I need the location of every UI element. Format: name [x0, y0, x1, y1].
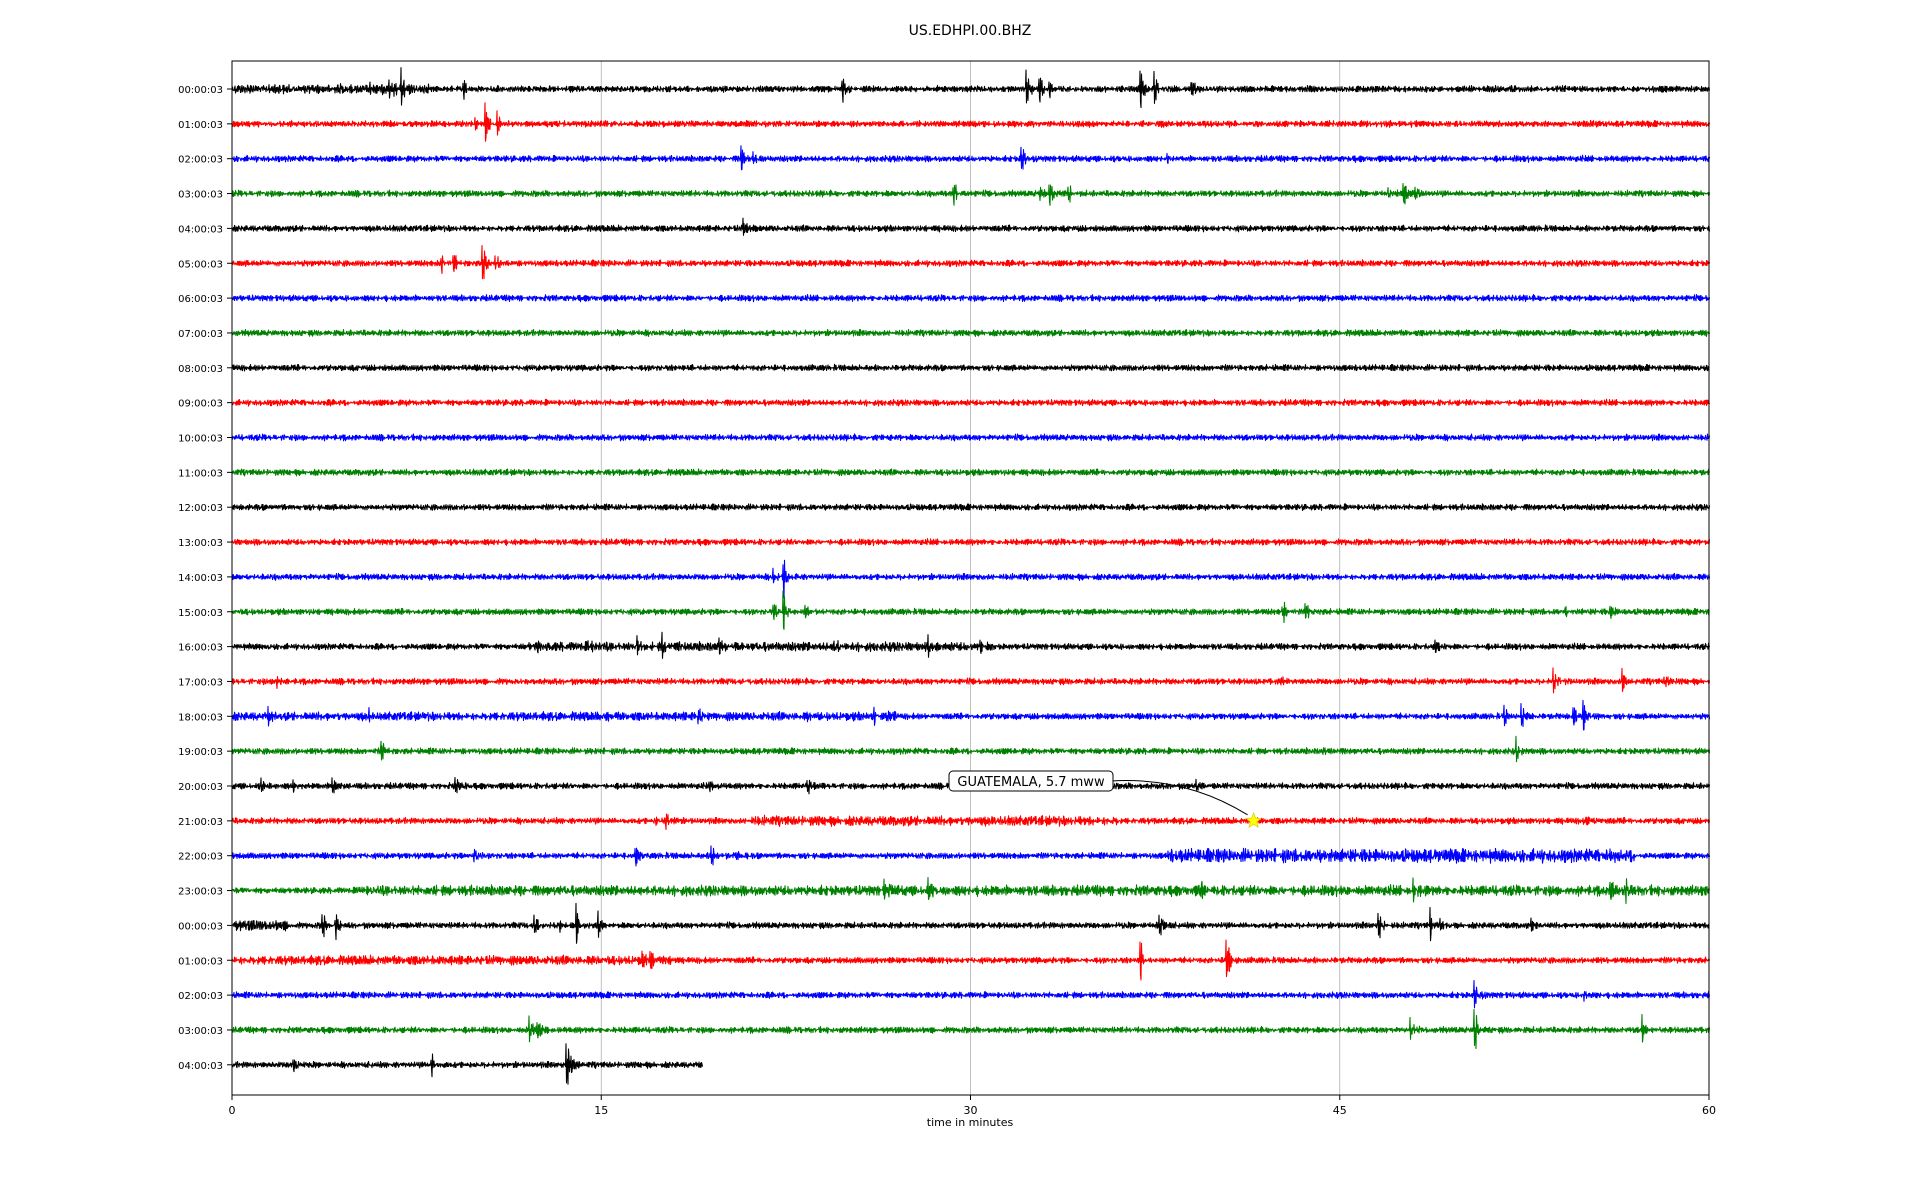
row-time-label: 02:00:03 — [178, 155, 223, 166]
x-tick-label: 0 — [229, 1104, 236, 1117]
row-time-label: 04:00:03 — [178, 224, 223, 235]
row-time-label: 23:00:03 — [178, 887, 223, 898]
trace-row-10 — [231, 433, 1711, 442]
x-axis-label: time in minutes — [927, 1116, 1014, 1129]
trace-row-3 — [231, 183, 1711, 206]
annotation-text: GUATEMALA, 5.7 mww — [957, 775, 1105, 790]
row-time-label: 04:00:03 — [178, 1061, 223, 1072]
trace-row-24 — [231, 902, 1710, 944]
row-time-label: 01:00:03 — [178, 956, 223, 967]
trace-row-28 — [231, 1043, 704, 1085]
trace-row-14 — [231, 559, 1711, 599]
row-time-label: 07:00:03 — [178, 329, 223, 340]
annotation-connector — [1110, 780, 1248, 816]
trace-row-12 — [231, 503, 1711, 512]
row-time-label: 20:00:03 — [178, 782, 223, 793]
chart-title: US.EDHPI.00.BHZ — [909, 23, 1032, 39]
row-time-label: 13:00:03 — [178, 538, 223, 549]
x-axis-ticks: 0 15 30 45 60 — [229, 1095, 1716, 1117]
trace-row-11 — [231, 468, 1711, 477]
trace-row-27 — [231, 1009, 1711, 1050]
row-time-label: 15:00:03 — [178, 608, 223, 619]
trace-row-6 — [231, 293, 1711, 303]
trace-row-9 — [231, 398, 1711, 407]
row-time-label: 03:00:03 — [178, 1026, 223, 1037]
row-time-label: 18:00:03 — [178, 712, 223, 723]
trace-row-19 — [231, 735, 1711, 763]
event-star-icon — [1245, 812, 1263, 828]
annotation-box — [948, 770, 1114, 792]
x-tick-label: 30 — [964, 1104, 978, 1117]
x-tick-label: 60 — [1702, 1104, 1716, 1117]
trace-row-0 — [231, 67, 1711, 109]
row-time-label: 01:00:03 — [178, 120, 223, 131]
row-time-label: 06:00:03 — [178, 294, 223, 305]
row-time-label: 14:00:03 — [178, 573, 223, 584]
row-time-label: 22:00:03 — [178, 852, 223, 863]
trace-row-26 — [231, 980, 1711, 1009]
trace-row-17 — [231, 667, 1711, 694]
row-time-label: 19:00:03 — [178, 747, 223, 758]
row-time-label: 08:00:03 — [178, 364, 223, 375]
row-time-label: 10:00:03 — [178, 434, 223, 445]
row-time-labels: 00:00:03 01:00:03 02:00:03 03:00:03 04:00:03… — [178, 85, 232, 1072]
row-time-label: 21:00:03 — [178, 817, 223, 828]
row-time-label: 11:00:03 — [178, 468, 223, 479]
row-time-label: 00:00:03 — [178, 921, 223, 932]
row-time-label: 00:00:03 — [178, 85, 223, 96]
event-annotation: GUATEMALA, 5.7 mww — [948, 770, 1263, 828]
trace-row-5 — [231, 245, 1711, 280]
trace-row-13 — [231, 537, 1711, 547]
seismic-traces — [231, 67, 1711, 1085]
trace-row-15 — [231, 590, 1710, 630]
row-time-label: 09:00:03 — [178, 399, 223, 410]
x-tick-label: 15 — [594, 1104, 608, 1117]
trace-row-25 — [231, 939, 1711, 981]
row-time-label: 05:00:03 — [178, 259, 223, 270]
trace-row-8 — [231, 363, 1710, 372]
x-tick-label: 45 — [1333, 1104, 1347, 1117]
row-time-label: 17:00:03 — [178, 677, 223, 688]
trace-row-7 — [231, 328, 1711, 338]
trace-row-4 — [231, 217, 1711, 236]
trace-row-1 — [231, 102, 1711, 142]
trace-row-21 — [231, 813, 1711, 831]
row-time-label: 02:00:03 — [178, 991, 223, 1002]
trace-row-2 — [231, 145, 1711, 171]
row-time-label: 12:00:03 — [178, 503, 223, 514]
row-time-label: 16:00:03 — [178, 643, 223, 654]
trace-row-22 — [231, 845, 1711, 867]
trace-row-18 — [231, 699, 1711, 731]
trace-row-16 — [231, 631, 1711, 659]
trace-row-23 — [231, 876, 1711, 905]
row-time-label: 03:00:03 — [178, 190, 223, 201]
